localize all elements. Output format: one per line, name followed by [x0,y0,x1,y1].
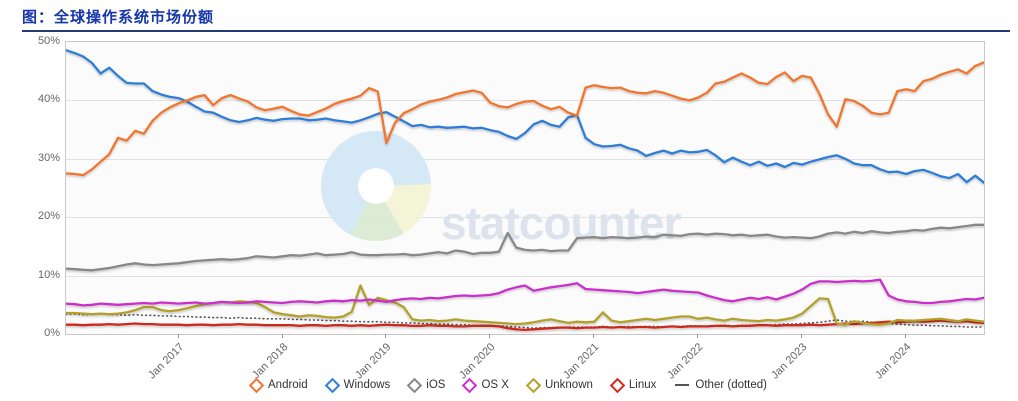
gridline [66,217,984,218]
legend-item-linux[interactable]: Linux [609,377,657,393]
legend-label: iOS [426,379,446,391]
series-lines [66,49,984,332]
gridline [66,159,984,160]
legend-item-ios[interactable]: iOS [407,377,446,393]
series-line-windows [66,49,984,184]
y-axis-label: 30% [37,152,60,164]
plot-area: statcounter [65,41,985,335]
y-axis-label: 0% [44,327,60,339]
legend-item-unknown[interactable]: Unknown [525,377,593,393]
series-line-other-dotted [66,313,984,330]
legend: Android Windows iOS OS X Unknown Linux Other (… [0,377,1018,393]
legend-label: Windows [343,379,391,391]
series-line-os-x [66,278,984,307]
diamond-marker-icon [525,377,542,393]
y-axis-label: 50% [37,35,60,47]
x-axis-tick [282,334,283,338]
x-axis-tick [801,334,802,338]
diamond-marker-icon [407,377,423,393]
page-title: 图：全球操作系统市场份额 [22,9,215,26]
legend-label: OS X [481,379,509,391]
x-axis-tick [385,334,386,338]
x-axis-tick [593,334,594,338]
y-axis-label: 40% [37,93,60,105]
series-line-linux [66,319,984,332]
dash-marker-icon [675,384,690,386]
gridline [66,276,984,277]
y-axis-label: 20% [37,210,60,222]
legend-item-other-dotted[interactable]: Other (dotted) [675,379,767,391]
series-line-ios [66,223,984,272]
series-line-android [66,61,984,177]
watermark-text: statcounter [441,197,681,249]
legend-item-windows[interactable]: Windows [324,377,391,393]
legend-item-os-x[interactable]: OS X [462,377,509,393]
diamond-marker-icon [324,377,340,393]
y-axis-label: 10% [37,269,60,281]
series-line-unknown [66,284,984,326]
legend-label: Android [268,379,308,391]
x-axis-tick [697,334,698,338]
legend-label: Other (dotted) [695,379,767,391]
x-axis-tick [178,334,179,338]
diamond-marker-icon [462,377,478,393]
statcounter-logo-hole [358,168,394,204]
x-axis-tick [489,334,490,338]
diamond-marker-icon [609,377,626,393]
legend-item-android[interactable]: Android [248,377,308,393]
diamond-marker-icon [248,377,265,393]
title-divider [22,30,1010,32]
legend-label: Unknown [544,379,593,391]
legend-label: Linux [628,379,657,391]
x-axis-tick [905,334,906,338]
